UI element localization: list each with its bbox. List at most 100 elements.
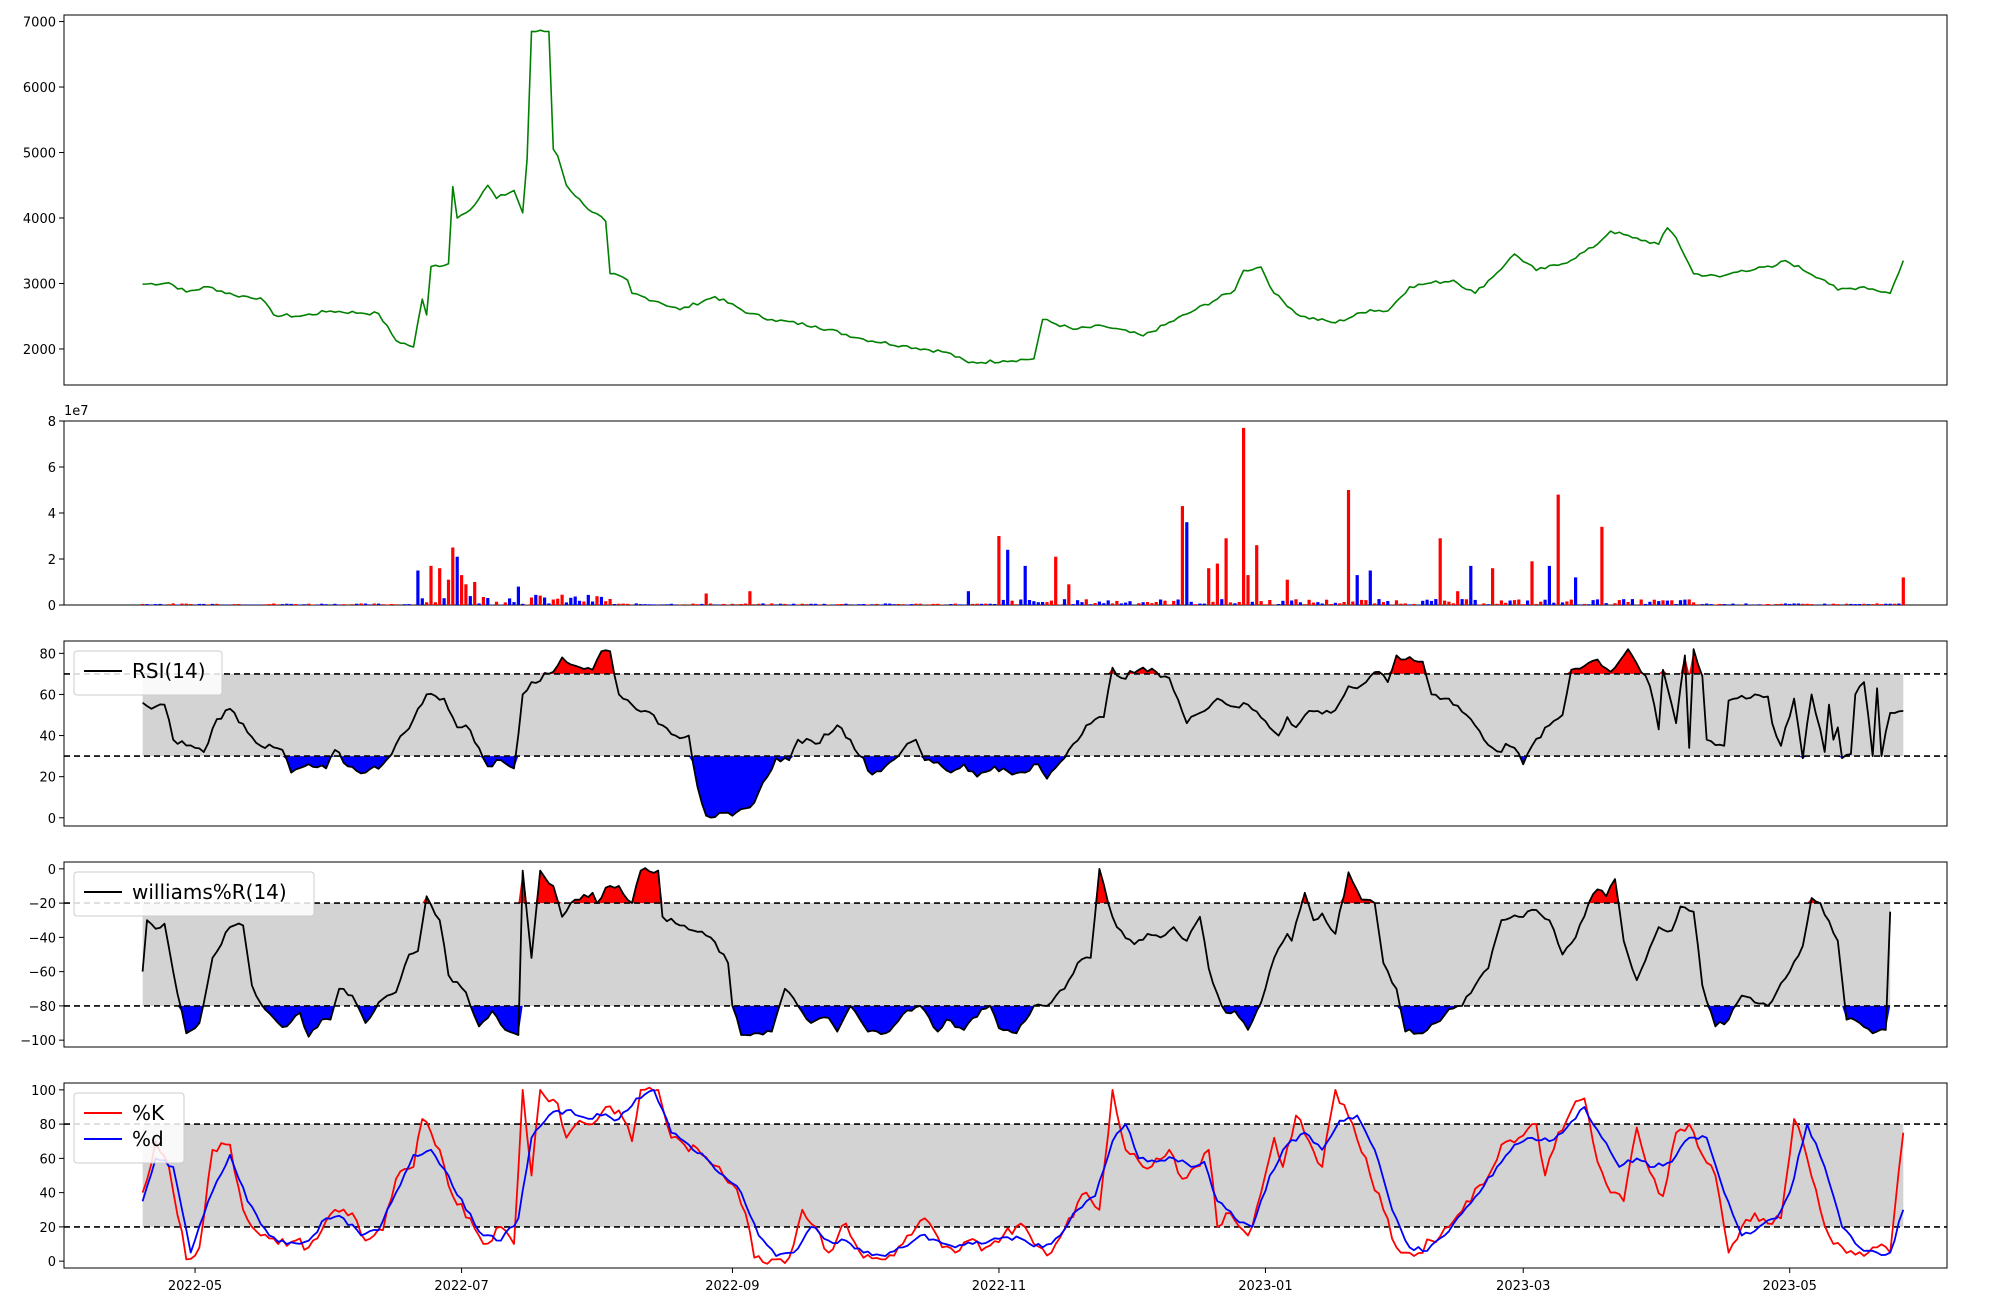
williams-band-fill xyxy=(142,903,1891,1006)
volume-bar xyxy=(931,603,935,605)
volume-bar xyxy=(1591,600,1595,605)
volume-bar xyxy=(599,596,603,605)
volume-bar xyxy=(176,604,180,605)
volume-bar xyxy=(595,596,599,605)
volume-bar xyxy=(1547,565,1551,605)
volume-bar xyxy=(285,603,289,605)
volume-bar xyxy=(691,603,695,605)
volume-bar xyxy=(1215,563,1219,605)
volume-bar xyxy=(1727,604,1731,605)
volume-bar xyxy=(464,584,468,605)
volume-bar xyxy=(861,604,866,605)
volume-bar xyxy=(1893,603,1897,605)
x-tick-label: 2022-07 xyxy=(434,1279,488,1294)
volume-bar xyxy=(1368,570,1372,605)
volume-bar xyxy=(433,602,437,605)
volume-bar xyxy=(757,603,761,605)
volume-bar xyxy=(1810,604,1814,605)
volume-bar xyxy=(1665,600,1669,605)
volume-bar xyxy=(302,604,306,605)
volume-bar xyxy=(547,603,551,605)
stoch-d-line xyxy=(141,1089,1905,1257)
volume-bar xyxy=(1023,565,1027,605)
volume-bar xyxy=(695,604,700,605)
volume-bar xyxy=(1661,600,1665,605)
volume-bar xyxy=(1574,577,1578,605)
volume-bar xyxy=(1198,603,1202,605)
volume-bar xyxy=(1587,604,1591,605)
volume-bar xyxy=(1084,599,1088,605)
volume-bar xyxy=(1180,506,1184,605)
volume-bar xyxy=(1530,561,1534,605)
volume-bar xyxy=(1875,603,1879,605)
rsi-ytick-label: 0 xyxy=(48,812,56,827)
volume-bar xyxy=(1220,599,1224,605)
volume-bar xyxy=(774,604,778,605)
volume-bar xyxy=(1683,599,1687,605)
volume-bar xyxy=(556,598,560,605)
volume-bar xyxy=(1036,602,1040,605)
volume-bar xyxy=(709,603,713,605)
volume-bar xyxy=(1447,601,1451,605)
stoch-ytick-label: 80 xyxy=(39,1118,56,1133)
volume-bar xyxy=(1172,600,1176,605)
volume-bar xyxy=(1552,602,1556,605)
stoch-ytick-label: 0 xyxy=(48,1255,56,1270)
volume-bar xyxy=(1298,602,1302,605)
volume-ytick-label: 8 xyxy=(48,415,56,430)
rsi-oversold-fill xyxy=(142,756,1904,818)
volume-bar xyxy=(1176,599,1180,605)
volume-bar xyxy=(971,603,975,605)
volume-bar xyxy=(1600,526,1604,605)
volume-bar xyxy=(813,603,818,605)
stoch-band-fill xyxy=(142,1124,1904,1227)
rsi-band-fill xyxy=(142,673,1904,757)
volume-bar xyxy=(1534,603,1538,605)
volume-bar xyxy=(652,604,656,605)
volume-bar xyxy=(1189,601,1193,605)
volume-bar xyxy=(840,604,844,605)
volume-bar xyxy=(1412,603,1416,605)
volume-bar xyxy=(1211,601,1215,605)
volume-bar xyxy=(1320,603,1324,605)
volume-bar xyxy=(901,604,905,605)
volume-bar xyxy=(569,597,573,605)
volume-bar xyxy=(966,591,970,605)
volume-bar xyxy=(936,603,940,605)
volume-bar xyxy=(1888,603,1892,605)
volume-bar xyxy=(1713,604,1717,605)
volume-bar xyxy=(883,603,887,605)
volume-bar xyxy=(158,603,162,605)
volume-bar xyxy=(1145,602,1150,605)
volume-bar xyxy=(940,604,944,605)
volume-bar xyxy=(1604,603,1608,605)
volume-bar xyxy=(1722,604,1726,605)
volume-bar xyxy=(1801,603,1805,605)
volume-bar xyxy=(669,603,673,605)
volume-bar xyxy=(237,604,241,605)
volume-bar xyxy=(770,603,774,605)
volume-bar xyxy=(582,601,586,605)
volume-bar xyxy=(363,603,368,605)
volume-bar xyxy=(621,603,625,605)
volume-multiplier-label: 1e7 xyxy=(64,404,89,419)
volume-bar xyxy=(1783,603,1787,605)
volume-bar xyxy=(1001,599,1005,605)
volume-bar xyxy=(1429,600,1434,605)
volume-bar xyxy=(342,604,346,605)
stoch-frame xyxy=(63,1082,1948,1269)
volume-bar xyxy=(1836,604,1840,605)
volume-bar xyxy=(1237,602,1241,605)
volume-bar xyxy=(394,604,398,605)
volume-bar xyxy=(1499,600,1503,605)
volume-bar xyxy=(1263,604,1268,605)
volume-bar xyxy=(1434,599,1438,605)
volume-ytick-label: 4 xyxy=(48,507,56,522)
volume-bar xyxy=(416,570,420,605)
volume-bar xyxy=(451,547,455,605)
volume-bar xyxy=(1014,604,1018,605)
volume-bar xyxy=(477,603,481,605)
volume-bar xyxy=(1482,603,1486,605)
stoch-legend-label: %d xyxy=(132,1127,164,1151)
